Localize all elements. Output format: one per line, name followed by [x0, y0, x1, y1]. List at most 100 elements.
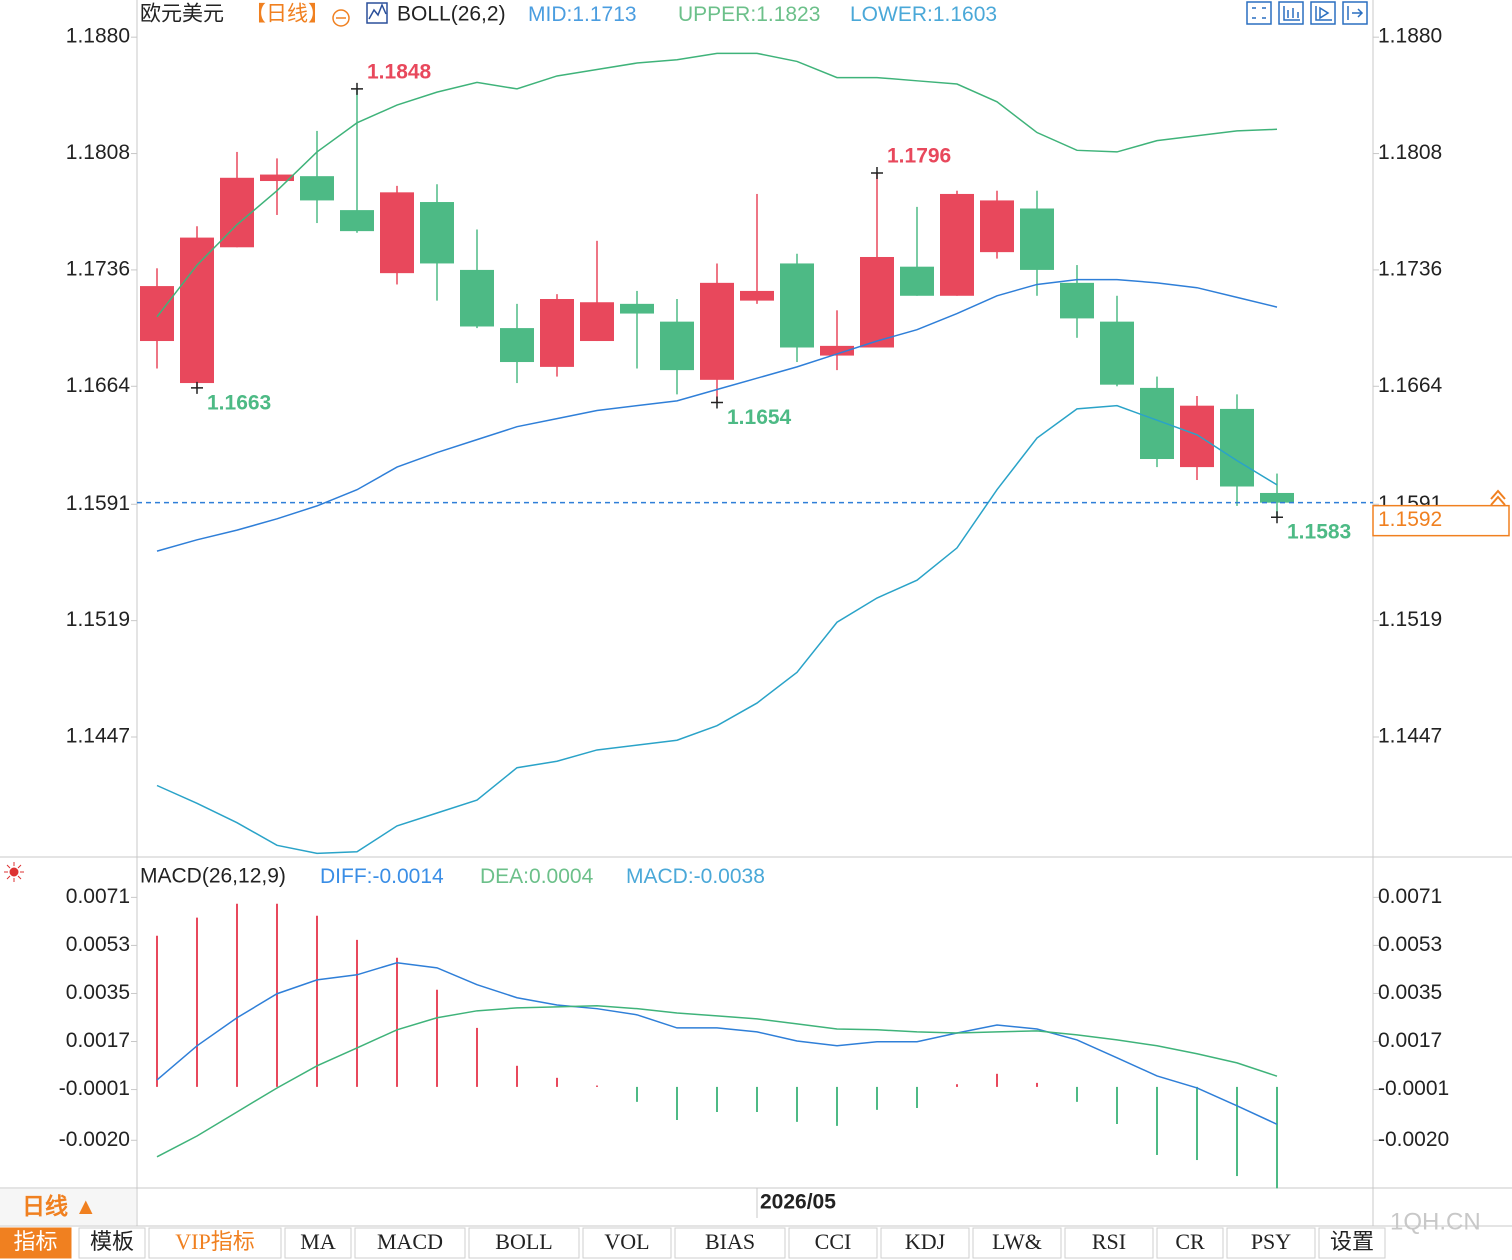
legend-entry: UPPER:1.1823 — [678, 3, 820, 26]
indicator-icon[interactable] — [366, 2, 388, 24]
settings-icon[interactable] — [4, 862, 24, 882]
tab[interactable] — [354, 1227, 466, 1259]
candle-body — [300, 176, 334, 201]
candle-body — [580, 302, 614, 342]
tab[interactable] — [1318, 1227, 1386, 1259]
tab-label[interactable]: CR — [1175, 1229, 1205, 1254]
extreme-marker — [711, 396, 723, 409]
tab-label[interactable]: MACD — [377, 1229, 443, 1254]
candle-body — [820, 345, 854, 356]
tab[interactable] — [468, 1227, 580, 1259]
current-price-box — [1372, 504, 1510, 537]
y-tick-label: 1.1664 — [1378, 374, 1443, 397]
tab[interactable] — [582, 1227, 672, 1259]
candle-body — [340, 210, 374, 232]
extreme-marker — [191, 381, 203, 394]
tab[interactable] — [1156, 1227, 1224, 1259]
tab[interactable] — [78, 1227, 146, 1259]
y-tick-label: 1.1880 — [66, 25, 130, 48]
y-tick-label: 1.1519 — [1378, 608, 1442, 631]
candle-body — [980, 200, 1014, 253]
watermark: 1QH.CN — [1390, 1208, 1481, 1235]
tab-label[interactable]: VIP指标 — [175, 1229, 254, 1254]
tab[interactable] — [1064, 1227, 1154, 1259]
tab-label[interactable]: PSY — [1251, 1229, 1291, 1254]
tab[interactable] — [284, 1227, 352, 1259]
y-tick-label: 0.0053 — [1378, 933, 1442, 956]
y-tick-label: -0.0020 — [1378, 1128, 1449, 1151]
tab-label[interactable]: LW& — [992, 1229, 1042, 1254]
indicator-line — [156, 404, 1278, 855]
tab-label[interactable]: KDJ — [905, 1229, 946, 1254]
y-tick-label: 0.0071 — [1378, 885, 1442, 908]
extreme-label: 1.1654 — [727, 406, 792, 429]
tab-label[interactable]: 模板 — [90, 1229, 134, 1254]
tab-label[interactable]: VOL — [604, 1229, 649, 1254]
candle-body — [1140, 387, 1174, 460]
candle-body — [460, 269, 494, 327]
candle-body — [620, 303, 654, 314]
candle-body — [380, 192, 414, 274]
extreme-label: 1.1848 — [367, 60, 432, 83]
legend-value: 1.1603 — [933, 3, 997, 26]
extreme-marker — [1271, 511, 1283, 524]
legend-name: DEA: — [480, 865, 529, 888]
legend-value: 1.1713 — [572, 3, 636, 26]
legend-entry: MACD:-0.0038 — [626, 865, 765, 888]
tab[interactable] — [0, 1227, 72, 1259]
y-tick-label: 0.0053 — [66, 933, 130, 956]
y-tick-label: 1.1447 — [1378, 725, 1442, 748]
toolbar-icons[interactable] — [1246, 1, 1368, 25]
y-tick-label: 0.0071 — [66, 885, 130, 908]
tab-label[interactable]: MA — [300, 1229, 336, 1254]
y-tick-label: 0.0035 — [66, 981, 130, 1004]
y-tick-label: -0.0001 — [1378, 1077, 1449, 1100]
candle-body — [1020, 208, 1054, 270]
tab[interactable] — [880, 1227, 970, 1259]
period-button[interactable]: 日线 ▲ — [22, 1193, 97, 1219]
tab-label[interactable]: RSI — [1092, 1229, 1126, 1254]
y-tick-label: 1.1880 — [1378, 25, 1442, 48]
candle-body — [940, 193, 974, 296]
extreme-marker — [351, 82, 363, 95]
current-price-label: 1.1592 — [1378, 508, 1442, 531]
candle-body — [260, 174, 294, 182]
indicator-name: BOLL(26,2) — [397, 3, 506, 26]
tab-label[interactable]: 指标 — [13, 1229, 57, 1254]
extreme-label: 1.1663 — [207, 391, 271, 414]
legend-name: MACD: — [626, 865, 694, 888]
scroll-top-icon[interactable] — [1490, 489, 1506, 506]
indicator-line — [156, 278, 1278, 552]
legend-entry: DEA:0.0004 — [480, 865, 594, 888]
y-tick-label: 1.1736 — [1378, 257, 1442, 280]
indicator-line — [156, 52, 1278, 318]
legend-entry: DIFF:-0.0014 — [320, 865, 444, 888]
y-tick-label: 1.1736 — [66, 257, 130, 280]
zoom-icon[interactable] — [332, 9, 350, 27]
y-tick-label: 0.0017 — [1378, 1029, 1442, 1052]
tab-label[interactable]: CCI — [815, 1229, 852, 1254]
legend-name: MID: — [528, 3, 572, 26]
tab-label[interactable]: BIAS — [705, 1229, 755, 1254]
tab[interactable] — [1226, 1227, 1316, 1259]
tab[interactable] — [148, 1227, 282, 1259]
x-tick-label: 2026/05 — [760, 1191, 836, 1214]
tab-label[interactable]: 设置 — [1330, 1229, 1374, 1254]
legend-entry: MID:1.1713 — [528, 3, 637, 26]
tab[interactable] — [674, 1227, 786, 1259]
tab[interactable] — [972, 1227, 1062, 1259]
tab-label[interactable]: BOLL — [495, 1229, 552, 1254]
y-tick-label: 1.1447 — [66, 725, 130, 748]
candle-body — [420, 202, 454, 264]
candle-body — [180, 237, 214, 384]
legend-value: 0.0004 — [529, 865, 594, 888]
candle-body — [1260, 492, 1294, 503]
candle-body — [660, 321, 694, 371]
tab[interactable] — [788, 1227, 878, 1259]
candle-body — [1180, 405, 1214, 468]
candle-body — [900, 266, 934, 296]
y-tick-label: 1.1664 — [66, 374, 131, 397]
legend-value: 1.1823 — [756, 3, 820, 26]
